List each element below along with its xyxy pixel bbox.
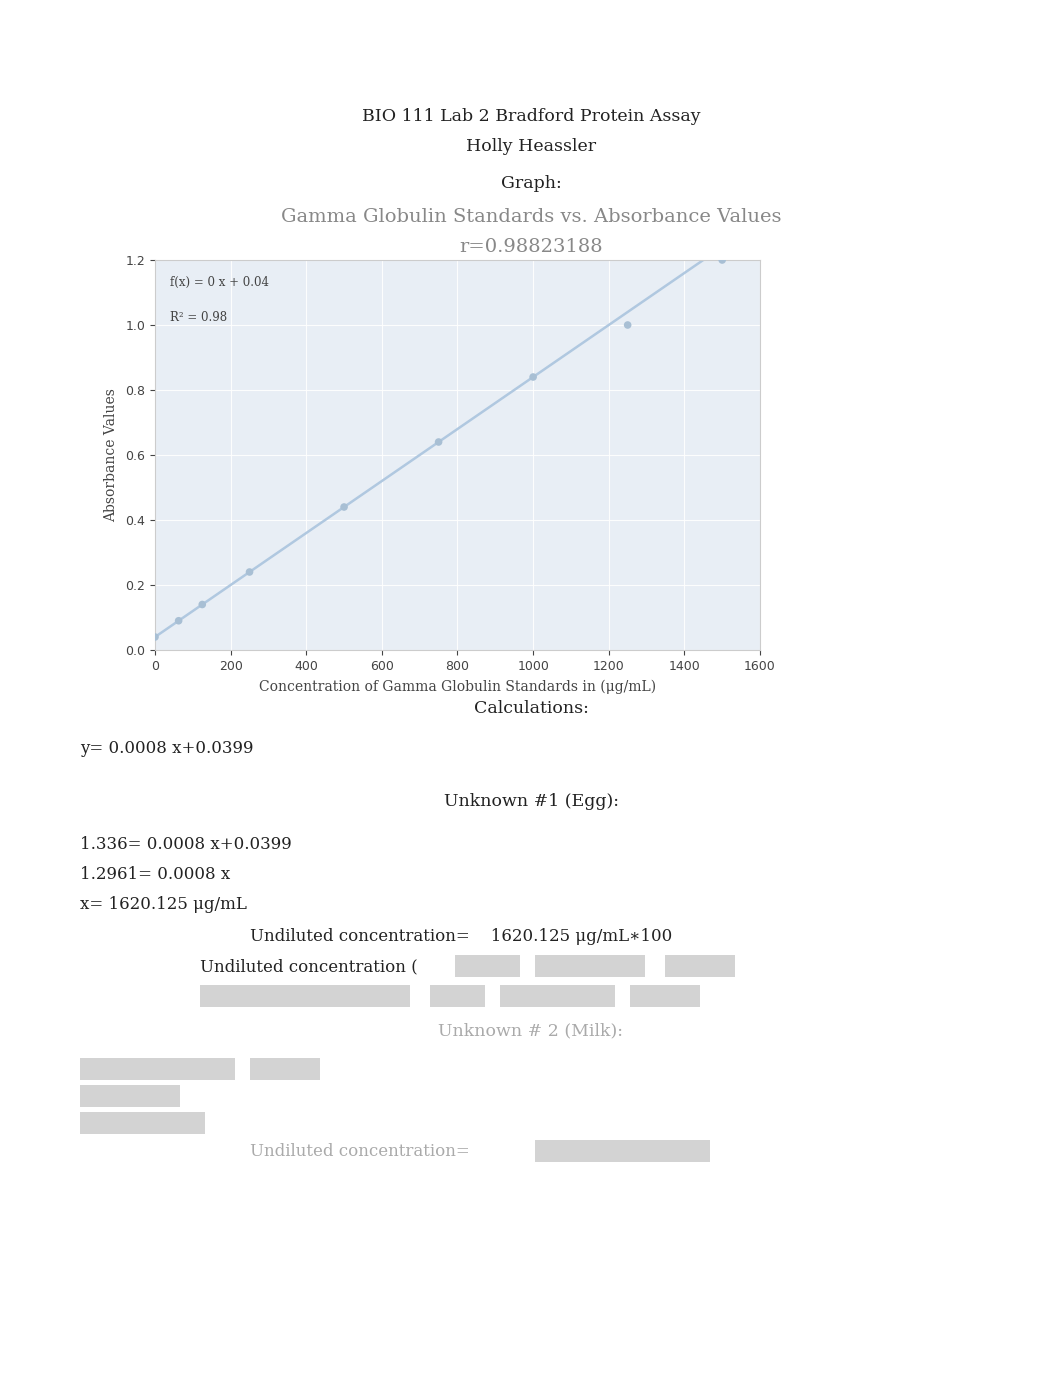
- Text: Holly Heassler: Holly Heassler: [466, 138, 596, 156]
- Point: [241, 560, 258, 582]
- Text: Unknown #1 (Egg):: Unknown #1 (Egg):: [444, 793, 618, 810]
- Text: 1.336= 0.0008 x+0.0399: 1.336= 0.0008 x+0.0399: [80, 836, 292, 852]
- Text: y= 0.0008 x+0.0399: y= 0.0008 x+0.0399: [80, 739, 254, 757]
- Text: r=0.98823188: r=0.98823188: [459, 238, 603, 256]
- Point: [336, 496, 353, 518]
- Y-axis label: Absorbance Values: Absorbance Values: [104, 388, 118, 522]
- Text: f(x) = 0 x + 0.04: f(x) = 0 x + 0.04: [170, 275, 269, 289]
- X-axis label: Concentration of Gamma Globulin Standards in (μg/mL): Concentration of Gamma Globulin Standard…: [259, 680, 656, 694]
- Text: Unknown # 2 (Milk):: Unknown # 2 (Milk):: [439, 1022, 623, 1040]
- Text: Undiluted concentration (: Undiluted concentration (: [200, 958, 417, 975]
- Point: [619, 314, 636, 336]
- Text: BIO 111 Lab 2 Bradford Protein Assay: BIO 111 Lab 2 Bradford Protein Assay: [362, 107, 700, 125]
- Point: [193, 593, 210, 616]
- Text: Graph:: Graph:: [500, 175, 562, 191]
- Text: 1.2961= 0.0008 x: 1.2961= 0.0008 x: [80, 866, 230, 883]
- Text: Undiluted concentration=: Undiluted concentration=: [250, 1143, 469, 1159]
- Point: [170, 610, 187, 632]
- Text: R² = 0.98: R² = 0.98: [170, 311, 227, 324]
- Text: Calculations:: Calculations:: [474, 700, 588, 717]
- Point: [147, 627, 164, 649]
- Point: [714, 249, 731, 271]
- Point: [525, 366, 542, 388]
- Text: Gamma Globulin Standards vs. Absorbance Values: Gamma Globulin Standards vs. Absorbance …: [280, 208, 782, 226]
- Point: [430, 431, 447, 453]
- Text: x= 1620.125 μg/mL: x= 1620.125 μg/mL: [80, 896, 246, 913]
- Text: Undiluted concentration=    1620.125 μg/mL∗100: Undiluted concentration= 1620.125 μg/mL∗…: [250, 928, 672, 945]
